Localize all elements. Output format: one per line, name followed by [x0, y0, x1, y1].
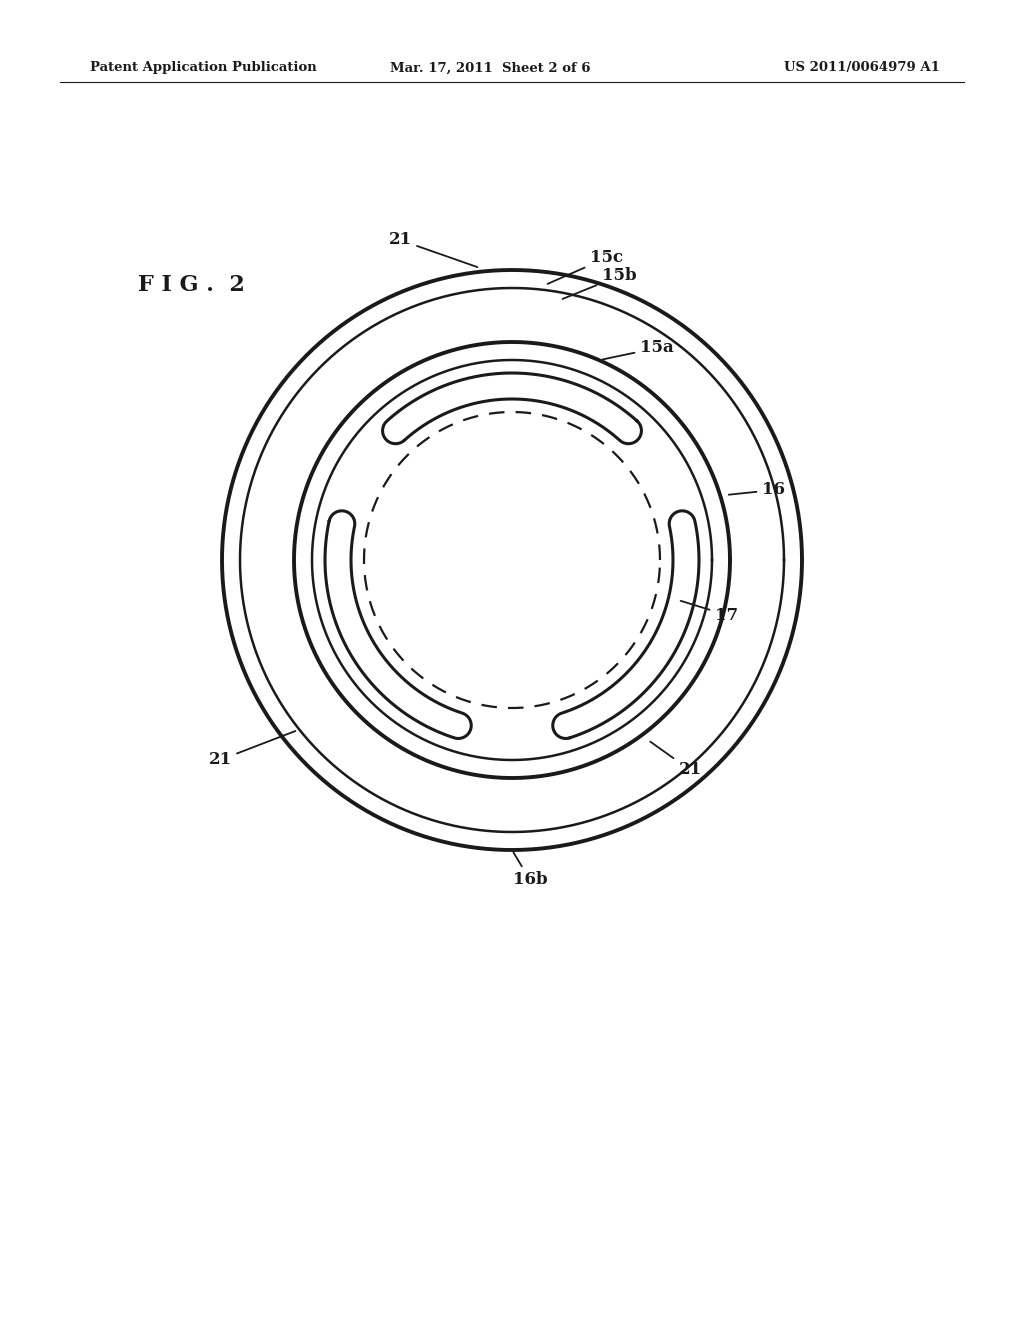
Text: 16b: 16b: [513, 853, 547, 888]
Text: 17: 17: [681, 601, 738, 623]
Text: F I G .  2: F I G . 2: [138, 275, 245, 296]
Text: 15a: 15a: [603, 339, 674, 359]
Text: 15c: 15c: [548, 249, 624, 284]
Text: 21: 21: [209, 731, 295, 768]
Text: Mar. 17, 2011  Sheet 2 of 6: Mar. 17, 2011 Sheet 2 of 6: [390, 62, 590, 74]
Text: 21: 21: [650, 742, 701, 779]
Text: US 2011/0064979 A1: US 2011/0064979 A1: [784, 62, 940, 74]
Text: 21: 21: [388, 231, 477, 267]
Text: 15b: 15b: [562, 268, 637, 298]
Text: 16: 16: [729, 482, 785, 499]
Text: Patent Application Publication: Patent Application Publication: [90, 62, 316, 74]
